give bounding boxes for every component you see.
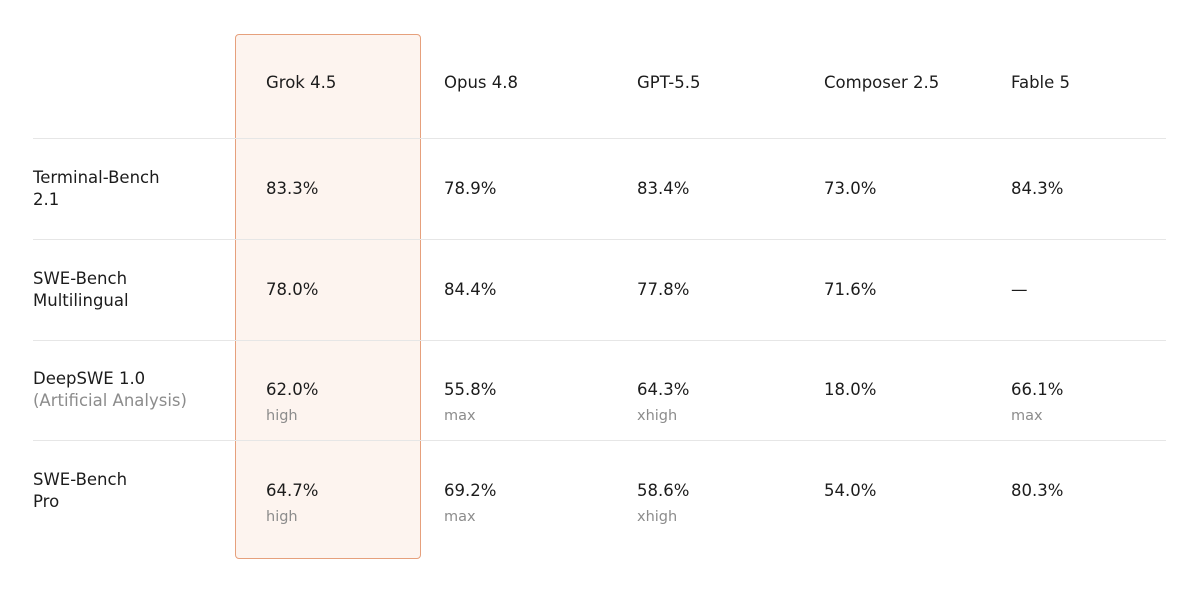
- cell-value: 69.2%: [444, 481, 497, 500]
- cell-note: high: [266, 509, 298, 525]
- cell-value: 71.6%: [824, 280, 877, 299]
- cell-value: 77.8%: [637, 280, 690, 299]
- cell-value: 62.0%: [266, 380, 319, 399]
- cell-value: 80.3%: [1011, 481, 1064, 500]
- cell-value: 64.3%: [637, 380, 690, 399]
- cell-note: high: [266, 408, 298, 424]
- cell-note: max: [444, 509, 476, 525]
- cell-value: 18.0%: [824, 380, 877, 399]
- cell-value: 58.6%: [637, 481, 690, 500]
- cell-value: 78.9%: [444, 179, 497, 198]
- cell-value: —: [1011, 280, 1028, 299]
- cell-value: 84.3%: [1011, 179, 1064, 198]
- cell-value: 64.7%: [266, 481, 319, 500]
- row-sublabel: (Artificial Analysis): [33, 391, 187, 410]
- cell-value: 54.0%: [824, 481, 877, 500]
- cell-value: 66.1%: [1011, 380, 1064, 399]
- column-header: Opus 4.8: [444, 73, 519, 92]
- row-label: 2.1: [33, 190, 60, 209]
- row-separator: [33, 239, 1166, 240]
- cell-note: xhigh: [637, 509, 678, 525]
- row-label: SWE-Bench: [33, 470, 128, 489]
- column-header: Fable 5: [1011, 73, 1071, 92]
- column-header: GPT-5.5: [637, 73, 701, 92]
- row-separator: [33, 138, 1166, 139]
- cell-value: 83.4%: [637, 179, 690, 198]
- cell-value: 83.3%: [266, 179, 319, 198]
- cell-value: 55.8%: [444, 380, 497, 399]
- row-label: Multilingual: [33, 291, 129, 310]
- row-label: DeepSWE 1.0: [33, 369, 146, 388]
- cell-note: max: [444, 408, 476, 424]
- row-separator: [33, 440, 1166, 441]
- cell-value: 84.4%: [444, 280, 497, 299]
- row-separator: [33, 340, 1166, 341]
- row-label: SWE-Bench: [33, 269, 128, 288]
- row-label: Pro: [33, 492, 60, 511]
- highlight-column: [235, 34, 421, 559]
- column-header: Composer 2.5: [824, 73, 940, 92]
- cell-note: xhigh: [637, 408, 678, 424]
- row-label: Terminal-Bench: [33, 168, 160, 187]
- column-header: Grok 4.5: [266, 73, 337, 92]
- cell-value: 78.0%: [266, 280, 319, 299]
- cell-value: 73.0%: [824, 179, 877, 198]
- cell-note: max: [1011, 408, 1043, 424]
